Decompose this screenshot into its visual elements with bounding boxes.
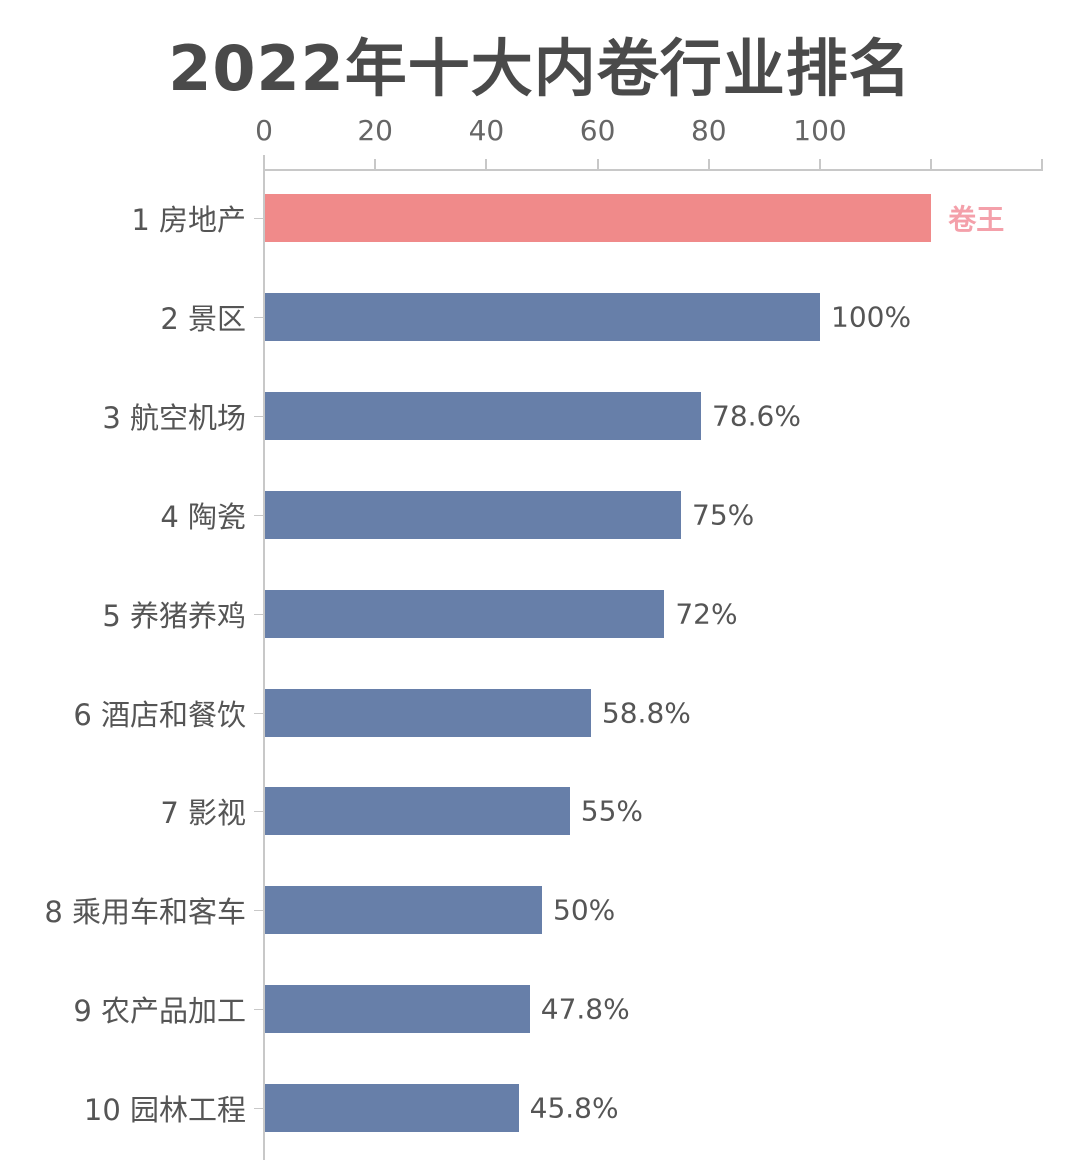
category-label: 9 农产品加工 xyxy=(73,994,246,1029)
x-tick-mark xyxy=(930,159,933,170)
x-tick-label: 80 xyxy=(690,114,727,147)
highlight-data-label: 卷王 xyxy=(948,203,1005,236)
bar xyxy=(265,490,681,539)
data-label: 45.8% xyxy=(529,1091,619,1125)
data-label: 100% xyxy=(831,300,912,334)
category-label: 1 房地产 xyxy=(131,203,246,237)
x-axis-line xyxy=(264,169,1043,171)
y-tick-mark xyxy=(254,910,264,912)
category-label: 4 陶瓷 xyxy=(160,499,246,534)
x-tick-mark xyxy=(485,159,488,170)
bar xyxy=(265,1084,519,1133)
data-label: 72% xyxy=(675,597,738,631)
x-tick-label: 60 xyxy=(579,114,616,147)
y-tick-mark xyxy=(254,1009,264,1011)
bar xyxy=(265,985,530,1034)
y-tick-mark xyxy=(254,514,264,516)
bar xyxy=(265,787,570,836)
bar xyxy=(265,391,702,440)
bar-highlight xyxy=(265,194,932,242)
x-tick-label: 0 xyxy=(255,114,273,147)
y-tick-mark xyxy=(254,1108,264,1110)
category-label: 6 酒店和餐饮 xyxy=(73,697,246,732)
category-label: 8 乘用车和客车 xyxy=(44,895,246,930)
x-tick-label: 20 xyxy=(357,114,394,147)
x-tick-label: 100 xyxy=(793,114,847,147)
data-label: 58.8% xyxy=(601,696,691,729)
data-label: 75% xyxy=(692,498,755,532)
x-tick-label: 40 xyxy=(468,114,505,147)
x-tick-mark xyxy=(596,159,599,170)
bar xyxy=(265,886,542,935)
chart-title: 2022年十大内卷行业排名 xyxy=(168,32,912,105)
y-tick-mark xyxy=(254,811,264,813)
y-tick-mark xyxy=(254,613,264,615)
bar xyxy=(265,688,591,737)
data-label: 50% xyxy=(553,893,616,927)
x-tick-mark xyxy=(1041,159,1044,170)
bar xyxy=(265,589,665,638)
data-label: 55% xyxy=(580,794,644,828)
y-axis-line xyxy=(263,155,265,1160)
x-tick-mark xyxy=(374,159,377,170)
data-label: 47.8% xyxy=(540,992,630,1026)
x-tick-mark xyxy=(819,159,821,170)
category-label: 7 影视 xyxy=(160,796,246,831)
category-label: 10 园林工程 xyxy=(83,1093,246,1128)
y-tick-mark xyxy=(254,316,264,318)
data-label: 78.6% xyxy=(712,399,801,433)
y-tick-mark xyxy=(254,218,264,219)
x-tick-mark xyxy=(707,159,710,170)
category-label: 5 养猪养鸡 xyxy=(102,598,246,633)
y-tick-mark xyxy=(254,415,264,417)
category-label: 3 航空机场 xyxy=(102,400,246,435)
y-tick-mark xyxy=(254,712,264,714)
category-label: 2 景区 xyxy=(160,301,246,336)
bar xyxy=(265,292,820,341)
